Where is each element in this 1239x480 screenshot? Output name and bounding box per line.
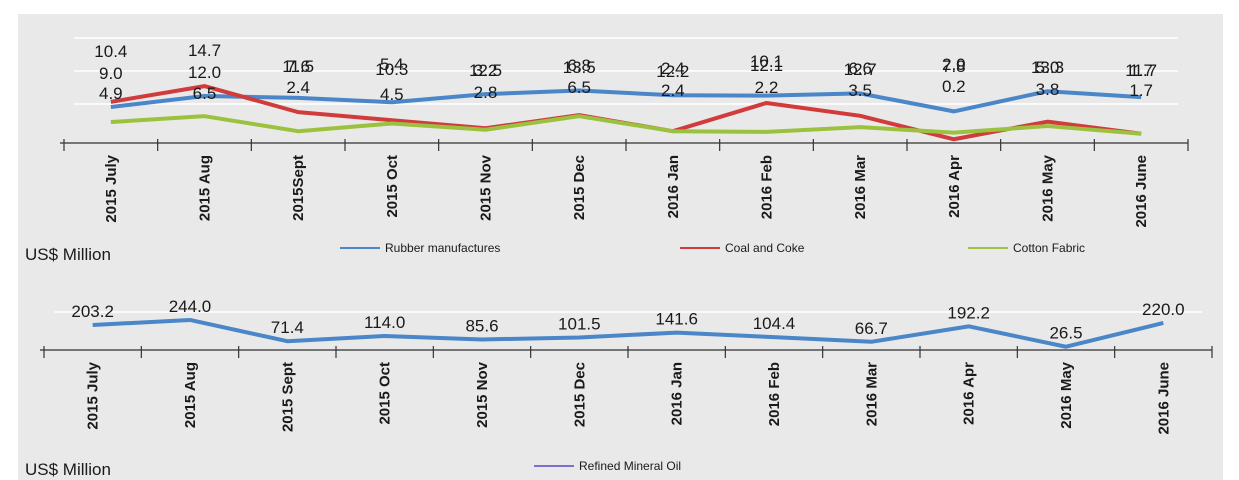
x-tick-label: 2016 Mar xyxy=(852,155,869,219)
x-tick-label: 2015 Nov xyxy=(474,361,491,428)
data-label: 3.2 xyxy=(474,61,498,80)
data-label: 104.4 xyxy=(753,314,796,333)
data-label: 4.5 xyxy=(380,85,404,104)
x-tick-label: 2016 Apr xyxy=(961,362,978,425)
data-label: 10.3 xyxy=(375,60,408,79)
x-tick-label: 2016 June xyxy=(1133,155,1150,228)
data-label: 11.5 xyxy=(282,57,314,76)
x-tick-label: 2015 Oct xyxy=(384,155,401,218)
data-label: 12.1 xyxy=(750,56,783,75)
x-tick-label: 2016 Jan xyxy=(669,362,686,425)
x-tick-label: 2015 Sept xyxy=(279,362,296,432)
legend-label: Refined Mineral Oil xyxy=(579,459,681,473)
x-tick-label: 2015 Aug xyxy=(182,362,199,428)
data-label: 6.5 xyxy=(567,78,591,97)
x-tick-label: 2016 Feb xyxy=(766,362,783,426)
data-label: 7.6 xyxy=(286,57,310,76)
data-label: 1.7 xyxy=(1129,81,1153,100)
data-label: 6.5 xyxy=(193,84,217,103)
data-label: 9.0 xyxy=(99,64,123,83)
data-label: 10.4 xyxy=(94,42,127,61)
data-label: 13.5 xyxy=(563,58,596,77)
data-label: 203.2 xyxy=(71,302,114,321)
data-label: 12.7 xyxy=(844,60,877,79)
x-tick-label: 2016 Apr xyxy=(946,155,963,218)
legend-label: Cotton Fabric xyxy=(1013,241,1085,255)
data-label: 192.2 xyxy=(947,303,990,322)
data-label: 0.2 xyxy=(942,77,966,96)
series-line-refined-mineral-oil xyxy=(92,317,1164,349)
data-label: 2.4 xyxy=(661,59,685,78)
x-tick-label: 2015 July xyxy=(85,361,102,429)
data-label: 5.0 xyxy=(1036,58,1060,77)
data-label: 14.7 xyxy=(188,41,221,60)
data-label: 26.5 xyxy=(1049,324,1082,343)
data-label: 2.2 xyxy=(755,78,779,97)
data-label: 2.4 xyxy=(661,81,685,100)
data-label: 5.4 xyxy=(380,55,404,74)
x-tick-label: 2015 July xyxy=(103,154,120,222)
data-label: 244.0 xyxy=(169,297,212,316)
legend-label: Rubber manufactures xyxy=(385,241,500,255)
data-label: 6.6 xyxy=(848,59,872,78)
data-label: 66.7 xyxy=(855,319,888,338)
data-label: 13.3 xyxy=(1031,58,1064,77)
legend-label: Coal and Coke xyxy=(725,241,805,255)
data-label: 12.2 xyxy=(656,62,689,81)
data-label: 3.8 xyxy=(1036,80,1060,99)
series-line-cotton-fabric xyxy=(110,114,1142,136)
x-tick-label: 2015 Nov xyxy=(478,154,495,221)
data-label: 2.8 xyxy=(474,83,498,102)
x-tick-label: 2016 June xyxy=(1155,362,1172,435)
data-label: 220.0 xyxy=(1142,300,1185,319)
data-label: 1.7 xyxy=(1129,61,1153,80)
data-label: 10.1 xyxy=(750,52,783,71)
data-label: 7.8 xyxy=(942,57,966,76)
x-tick-label: 2016 Feb xyxy=(759,155,776,219)
x-tick-label: 2015 Dec xyxy=(571,155,588,220)
x-tick-label: 2015 Dec xyxy=(571,362,588,427)
x-tick-label: 2015 Aug xyxy=(197,155,214,221)
x-tick-label: 2016 May xyxy=(1040,154,1057,221)
data-label: 6.8 xyxy=(567,56,591,75)
data-label: 4.9 xyxy=(99,84,123,103)
data-label: 101.5 xyxy=(558,315,601,334)
x-tick-label: 2016 May xyxy=(1058,361,1075,428)
x-tick-label: 2015 Oct xyxy=(377,362,394,425)
data-label: 114.0 xyxy=(364,313,405,332)
series-line-rubber-manufactures xyxy=(110,88,1142,114)
data-label: 85.6 xyxy=(465,316,498,335)
data-label: 2.0 xyxy=(942,55,966,74)
y-axis-label: US$ Million xyxy=(25,460,111,479)
data-label: 3.5 xyxy=(848,81,872,100)
data-label: 2.4 xyxy=(286,78,310,97)
data-label: 12.5 xyxy=(469,61,502,80)
data-label: 12.0 xyxy=(188,63,221,82)
data-label: 71.4 xyxy=(271,318,304,337)
x-tick-label: 2015Sept xyxy=(290,155,307,221)
data-label: 11.7 xyxy=(1125,61,1157,80)
x-tick-label: 2016 Jan xyxy=(665,155,682,218)
y-axis-label: US$ Million xyxy=(25,245,111,264)
x-tick-label: 2016 Mar xyxy=(863,362,880,426)
data-label: 141.6 xyxy=(655,310,698,329)
